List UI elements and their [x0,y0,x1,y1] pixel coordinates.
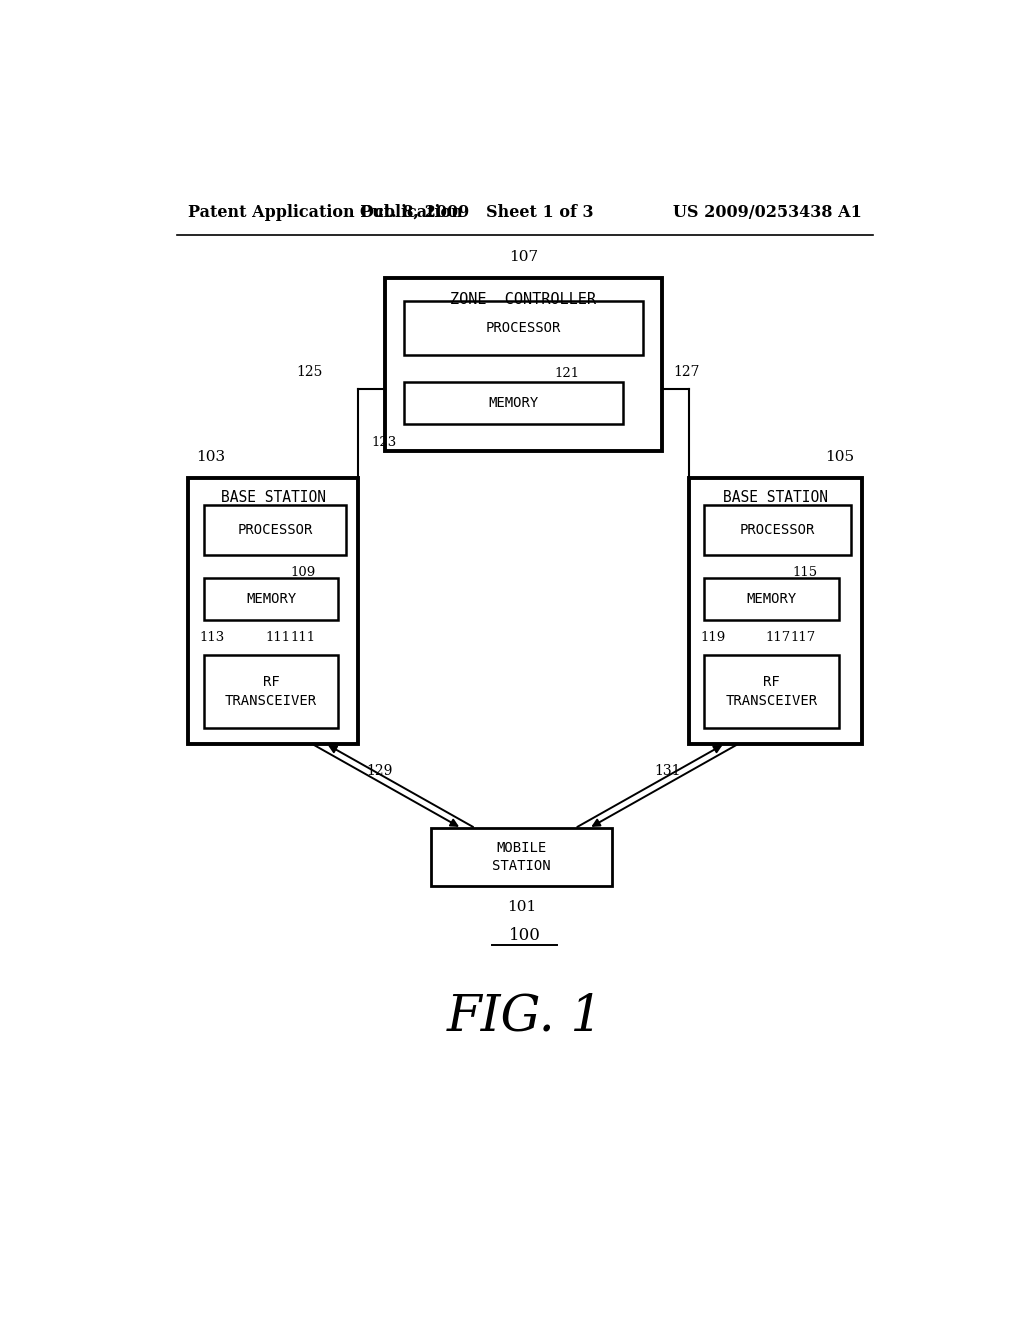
Text: 105: 105 [825,450,854,465]
Text: 115: 115 [793,566,818,578]
Text: RF
TRANSCEIVER: RF TRANSCEIVER [225,676,317,708]
Text: Patent Application Publication: Patent Application Publication [188,203,463,220]
Text: MEMORY: MEMORY [246,593,296,606]
Bar [188,478,357,743]
Text: 131: 131 [654,763,681,777]
Text: 109: 109 [291,566,315,578]
Text: MOBILE
STATION: MOBILE STATION [492,841,551,874]
Text: US 2009/0253438 A1: US 2009/0253438 A1 [673,203,862,220]
Text: FIG. 1: FIG. 1 [446,993,603,1041]
Text: MEMORY: MEMORY [746,593,797,606]
Text: 127: 127 [674,364,700,379]
Text: 113: 113 [200,631,225,644]
Text: RF
TRANSCEIVER: RF TRANSCEIVER [726,676,817,708]
Bar [385,277,662,451]
Text: 117: 117 [766,631,792,644]
Bar [705,578,839,620]
Text: 121: 121 [554,367,580,380]
Text: PROCESSOR: PROCESSOR [739,523,815,537]
Bar [705,655,839,729]
Text: 111: 111 [265,631,291,644]
Text: 129: 129 [366,763,392,777]
Text: 107: 107 [509,249,538,264]
Text: 125: 125 [296,364,323,379]
Bar [689,478,862,743]
Text: 117: 117 [791,631,816,644]
Bar [403,381,624,424]
Text: ZONE  CONTROLLER: ZONE CONTROLLER [451,292,596,306]
Text: 119: 119 [700,631,726,644]
Bar [204,655,339,729]
Text: PROCESSOR: PROCESSOR [238,523,312,537]
Bar [403,301,643,355]
Bar [204,578,339,620]
Text: 123: 123 [371,437,396,449]
Bar [204,506,346,554]
Bar [705,506,851,554]
Text: 111: 111 [291,631,315,644]
Text: BASE STATION: BASE STATION [220,491,326,506]
Text: 100: 100 [509,927,541,944]
Text: BASE STATION: BASE STATION [723,491,828,506]
Text: 103: 103 [196,450,225,465]
Text: 101: 101 [507,900,536,913]
Text: MEMORY: MEMORY [488,396,539,411]
Text: PROCESSOR: PROCESSOR [485,321,561,335]
Bar [431,829,611,886]
Text: Oct. 8, 2009   Sheet 1 of 3: Oct. 8, 2009 Sheet 1 of 3 [360,203,594,220]
